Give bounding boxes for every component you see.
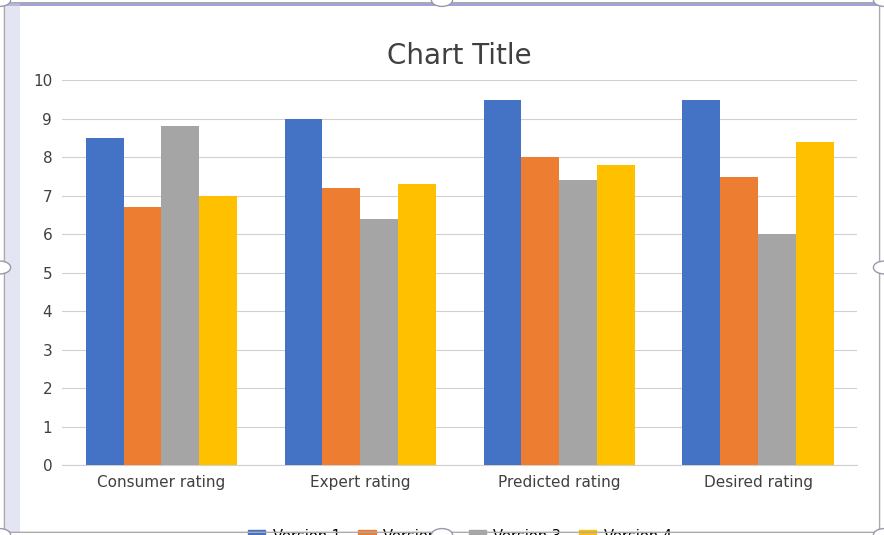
Bar bbox=[162, 126, 199, 465]
Bar bbox=[720, 177, 758, 465]
Title: Chart Title: Chart Title bbox=[387, 42, 532, 70]
Bar bbox=[285, 119, 323, 465]
Bar bbox=[86, 138, 124, 465]
Bar bbox=[682, 100, 720, 465]
Bar bbox=[758, 234, 796, 465]
Bar bbox=[522, 157, 560, 465]
Bar bbox=[361, 219, 398, 465]
Bar bbox=[398, 184, 436, 465]
Bar bbox=[796, 142, 834, 465]
Bar bbox=[597, 165, 635, 465]
Bar bbox=[124, 208, 162, 465]
Legend: Version 1, Version 2, Version 3, Version 4: Version 1, Version 2, Version 3, Version… bbox=[242, 523, 677, 535]
Bar bbox=[323, 188, 361, 465]
Bar bbox=[484, 100, 522, 465]
Bar bbox=[560, 180, 597, 465]
Bar bbox=[199, 196, 237, 465]
